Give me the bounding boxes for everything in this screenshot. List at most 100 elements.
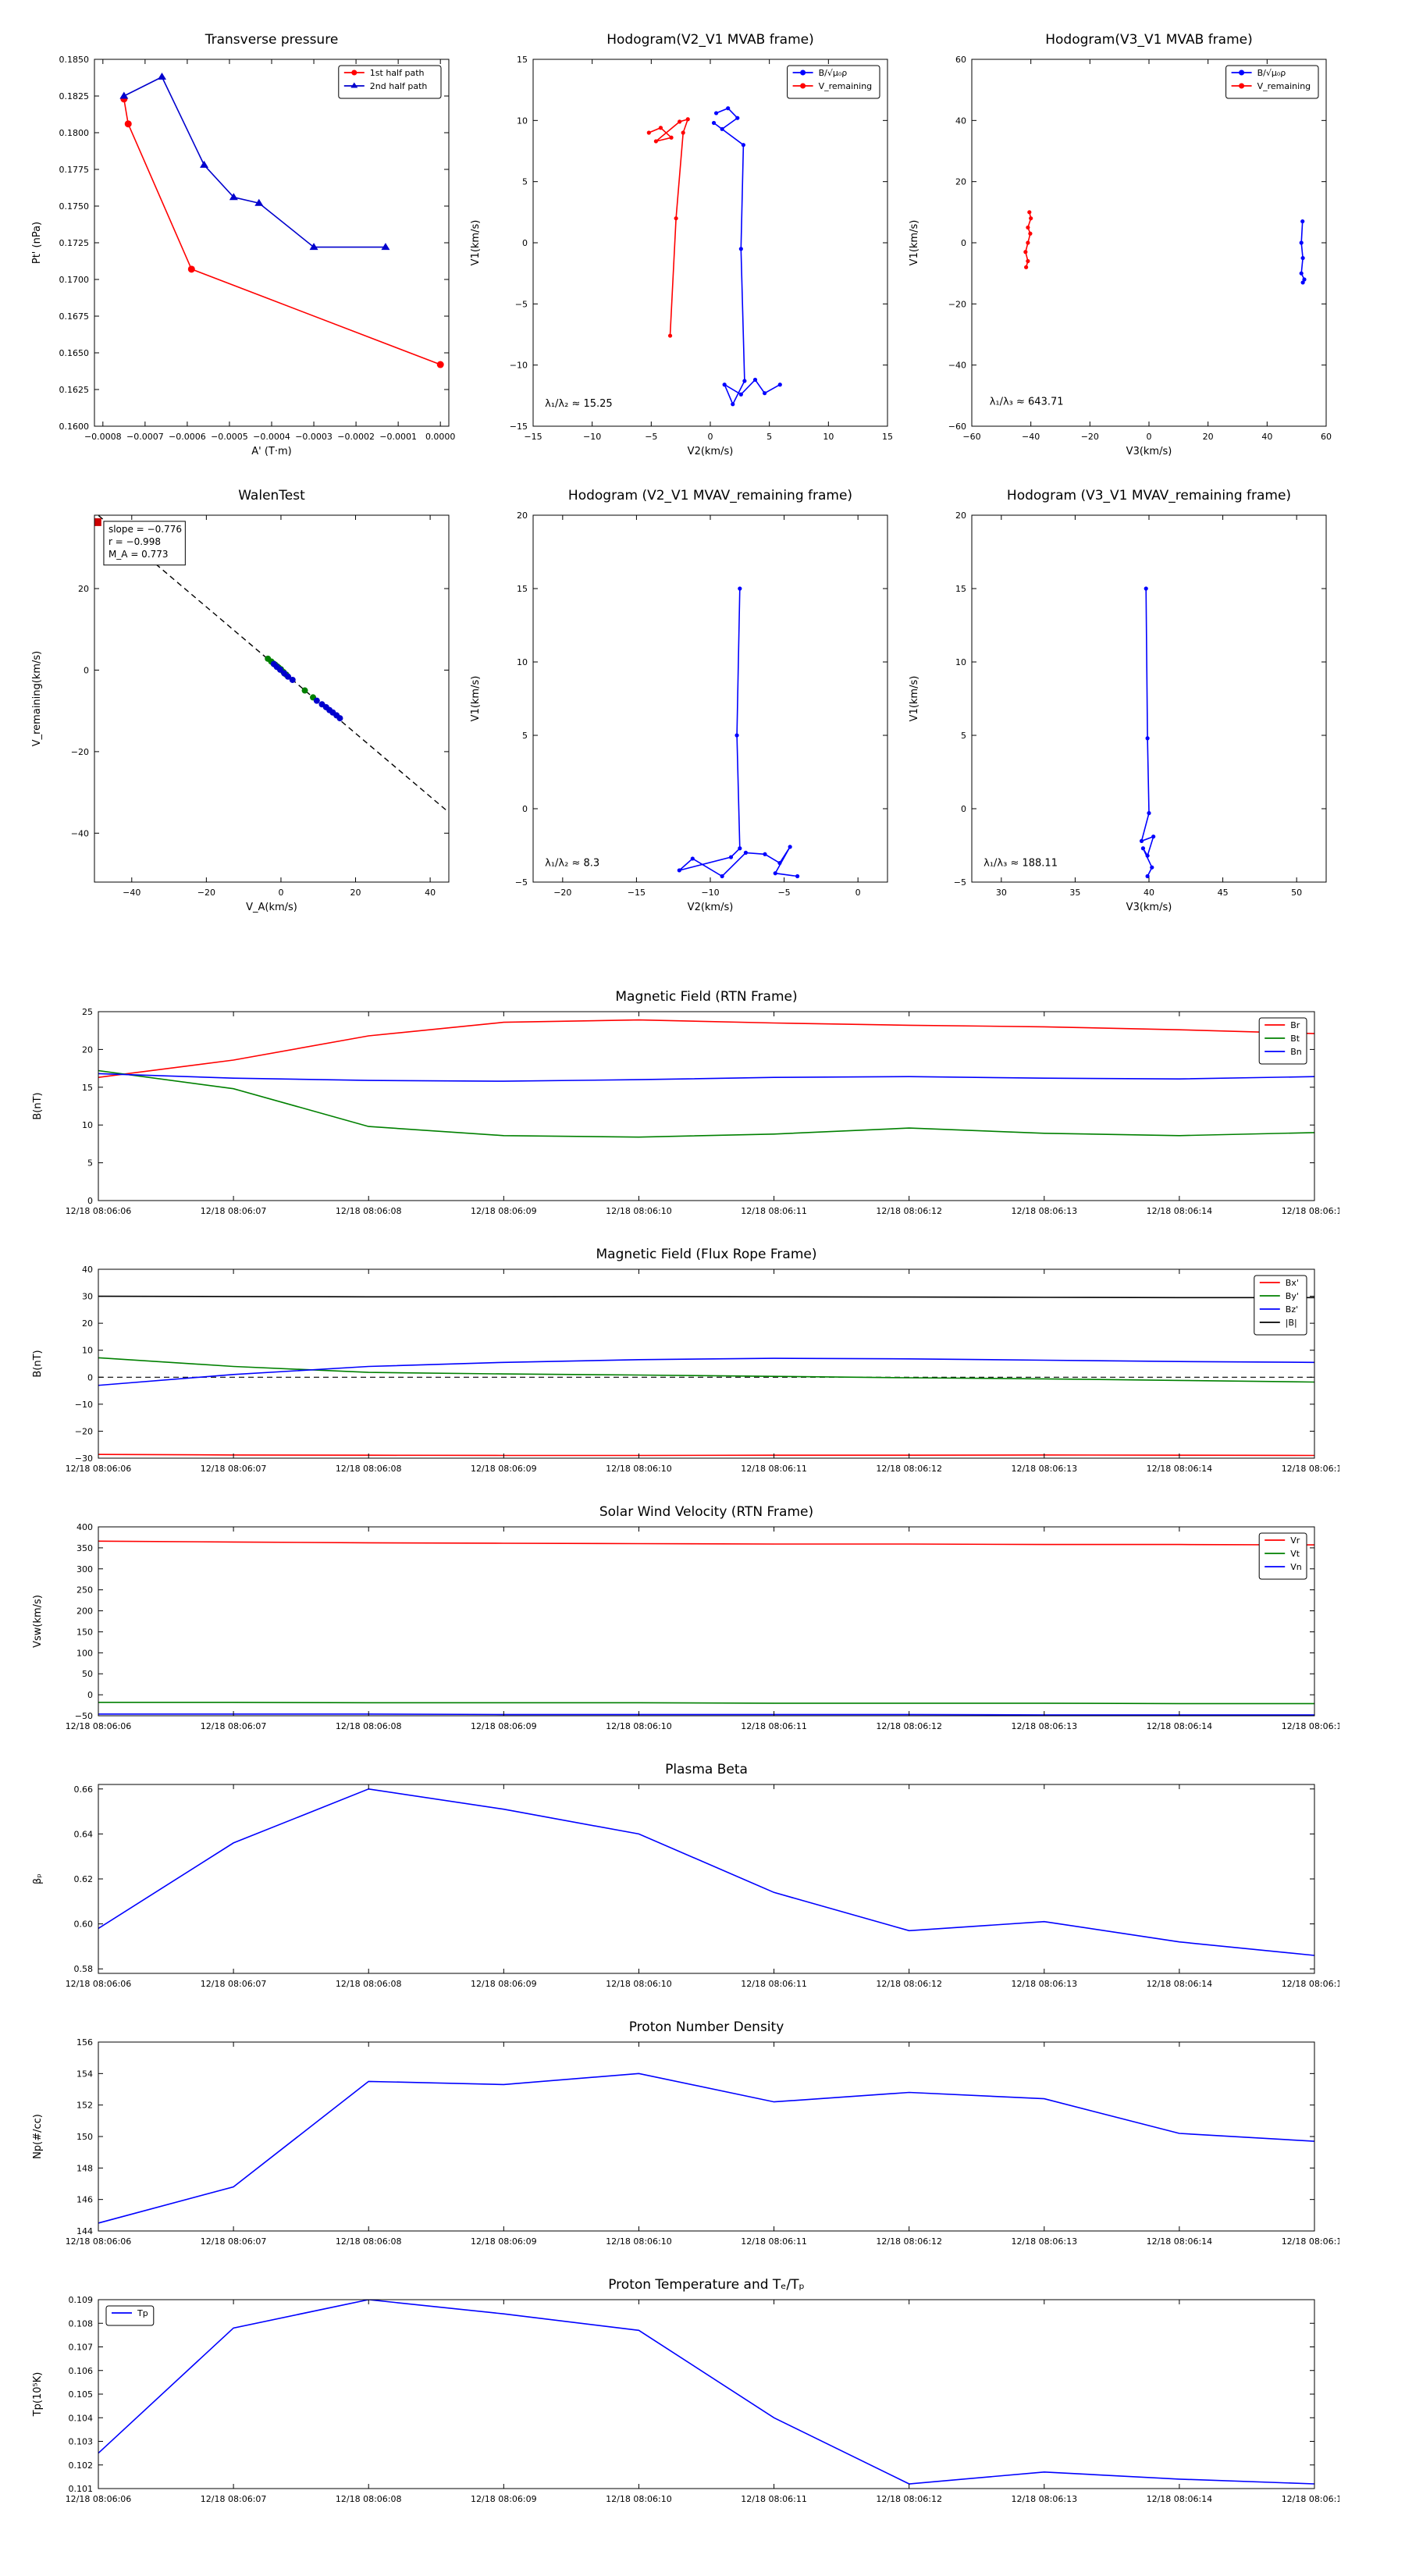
x-tick-label: 12/18 08:06:11 (741, 1464, 807, 1474)
legend-label: By' (1286, 1291, 1299, 1301)
dot-marker (741, 143, 745, 148)
x-tick-label: −10 (583, 432, 601, 442)
dot-marker (1299, 240, 1304, 245)
x-tick-label: 12/18 08:06:10 (606, 2494, 672, 2504)
dot-marker (685, 117, 690, 122)
dot-marker (1026, 240, 1030, 245)
x-tick-label: −15 (628, 888, 646, 898)
proton-number-density-series-layer (98, 2073, 1314, 2224)
dot-marker (720, 126, 724, 131)
y-tick-label: 40 (955, 116, 966, 126)
y-tick-label: 300 (76, 1564, 93, 1574)
x-tick-label: 0 (855, 888, 861, 898)
x-tick-label: 0 (1147, 432, 1152, 442)
dot-marker (731, 402, 735, 407)
y-tick-label: 0 (522, 238, 528, 248)
x-tick-label: 0 (708, 432, 713, 442)
annotation-line: M_A = 0.773 (108, 549, 169, 560)
legend-label: B/√μ₀ρ (819, 68, 848, 78)
x-tick-label: 12/18 08:06:15 (1282, 2494, 1339, 2504)
series-Bt (98, 1069, 1314, 1138)
legend-label: |B| (1286, 1318, 1297, 1328)
dot-marker (1145, 853, 1150, 858)
x-tick-label: −5 (777, 888, 790, 898)
plot-background (98, 2300, 1314, 2489)
y-tick-label: 60 (955, 55, 966, 65)
dot-marker (1145, 736, 1150, 741)
series-Np (98, 2073, 1314, 2224)
y-tick-label: −20 (75, 1426, 93, 1436)
x-tick-label: 12/18 08:06:09 (471, 1721, 537, 1731)
x-tick-label: 12/18 08:06:11 (741, 2494, 807, 2504)
x-tick-label: 12/18 08:06:07 (201, 1979, 267, 1989)
annotation-line: r = −0.998 (108, 536, 161, 547)
y-tick-label: 20 (517, 511, 528, 521)
y-tick-label: −5 (954, 877, 966, 888)
dot-marker (777, 382, 782, 387)
y-tick-label: 0.106 (69, 2366, 94, 2376)
dot-marker (800, 69, 806, 76)
proton-temperature-title: Proton Temperature and Tₑ/Tₚ (608, 2277, 805, 2293)
x-tick-label: 12/18 08:06:06 (66, 1464, 132, 1474)
dot-marker (713, 111, 719, 116)
x-tick-label: −0.0003 (295, 432, 333, 442)
x-tick-label: 12/18 08:06:08 (336, 1206, 402, 1216)
y-tick-label: 5 (522, 731, 528, 741)
y-tick-label: 148 (76, 2163, 93, 2173)
x-tick-label: 12/18 08:06:08 (336, 2236, 402, 2247)
y-tick-label: 0.108 (69, 2318, 94, 2329)
series-outlier-point (94, 518, 101, 526)
dot-marker (1239, 83, 1245, 89)
x-tick-label: 12/18 08:06:14 (1147, 1721, 1213, 1731)
hodogram-v3v1-mvav-axes: 30 35 40 45 50 −5 0 5 10 15 20 (954, 511, 1326, 898)
hodogram-v2v1-mvav-title: Hodogram (V2_V1 MVAV_remaining frame) (568, 488, 852, 503)
y-tick-label: 20 (78, 584, 89, 594)
y-tick-label: 0 (87, 1372, 93, 1382)
x-tick-label: 12/18 08:06:13 (1011, 2494, 1077, 2504)
proton-temperature-series-layer (98, 2300, 1314, 2485)
y-tick-label: 350 (76, 1543, 93, 1553)
series-By-prime (98, 1357, 1314, 1383)
y-tick-label: −40 (948, 361, 966, 371)
legend-label: V_remaining (819, 81, 873, 91)
plot-background (533, 59, 887, 426)
legend-label: Bt (1290, 1034, 1300, 1044)
x-tick-label: 12/18 08:06:13 (1011, 1464, 1077, 1474)
dot-marker (653, 139, 658, 144)
x-tick-label: 12/18 08:06:06 (66, 2236, 132, 2247)
x-tick-label: 12/18 08:06:08 (336, 1464, 402, 1474)
y-tick-label: 15 (517, 55, 528, 65)
plot-background (98, 2042, 1314, 2231)
y-tick-label: −10 (510, 361, 528, 371)
x-tick-label: 0 (278, 888, 283, 898)
solar-wind-velocity-rtn-series-layer (98, 1540, 1314, 1716)
dot-marker (1300, 255, 1305, 261)
y-tick-label: −5 (515, 299, 528, 309)
annotation-line: λ₁/λ₃ ≈ 643.71 (990, 397, 1064, 408)
legend-label: Vn (1290, 1562, 1302, 1572)
y-tick-label: 0 (961, 238, 966, 248)
annotation-line: λ₁/λ₃ ≈ 188.11 (984, 857, 1058, 869)
annotation-box (103, 521, 186, 566)
hodogram-row-top: −0.0008 −0.0007 −0.0006 −0.0005 −0.0004 −0.00… (0, 6, 1405, 462)
y-tick-label: 154 (76, 2069, 93, 2079)
magnetic-field-flux-rope-series-layer (98, 1295, 1314, 1457)
series-line (98, 1019, 1314, 1078)
y-tick-label: 10 (517, 116, 528, 126)
dot-marker (1139, 838, 1144, 843)
x-tick-label: 0.0000 (425, 432, 456, 442)
y-tick-label: 400 (76, 1522, 93, 1532)
y-tick-label: 0.103 (69, 2437, 94, 2447)
dot-marker (678, 119, 682, 124)
series-line (98, 1295, 1314, 1299)
x-tick-label: 12/18 08:06:09 (471, 1464, 537, 1474)
series-Vr (98, 1540, 1314, 1546)
hodogram-v3v1-mvab-title: Hodogram(V3_V1 MVAB frame) (1045, 32, 1253, 48)
transverse-pressure-canvas: −0.0008 −0.0007 −0.0006 −0.0005 −0.0004 −0.00… (31, 32, 456, 457)
y-tick-label: 10 (82, 1346, 93, 1356)
legend-label: Bz' (1286, 1304, 1298, 1315)
dot-marker (738, 392, 743, 397)
proton-temperature-canvas: 12/18 08:06:06 12/18 08:06:07 12/18 08:06:… (32, 2277, 1339, 2504)
x-tick-label: −15 (524, 432, 542, 442)
magnetic-field-rtn-canvas: 12/18 08:06:06 12/18 08:06:07 12/18 08:06:… (32, 989, 1339, 1216)
